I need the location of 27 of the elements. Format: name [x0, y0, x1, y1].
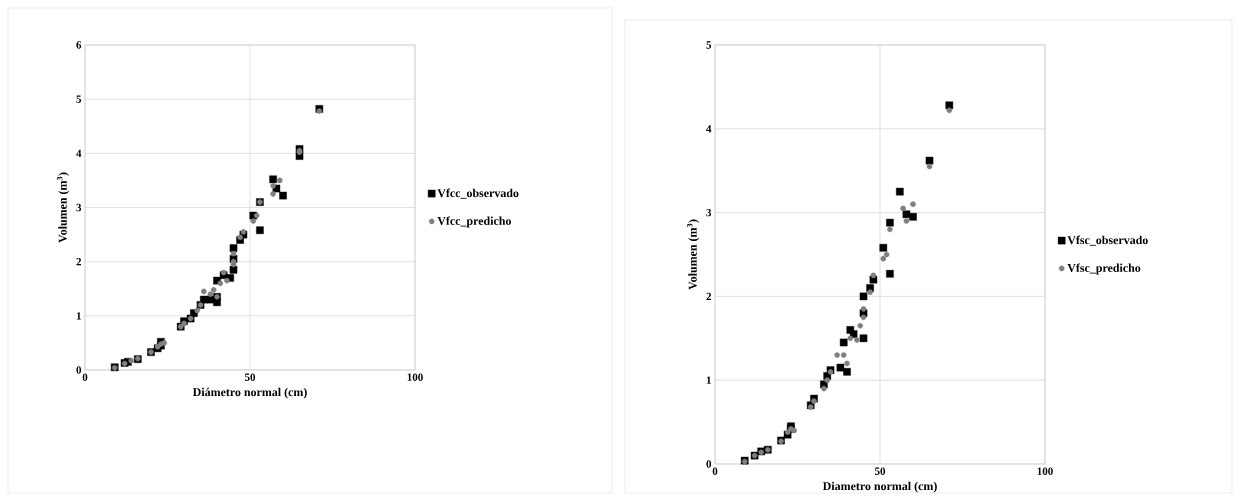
- legend-label: Vfsc_predicho: [1067, 263, 1141, 275]
- x-tick-label: 0: [712, 467, 718, 475]
- y-tick-label: 4: [76, 149, 82, 157]
- y-tick-label: 2: [706, 292, 712, 301]
- y-axis-title: Volumen (m$^{3}$): [57, 172, 70, 243]
- y-tick-label: 0: [706, 460, 712, 468]
- y-tick-label: 1: [76, 312, 81, 320]
- y-tick-label: 3: [706, 208, 712, 217]
- y-tick-label: 5: [76, 95, 82, 103]
- x-tick-label: 50: [874, 467, 886, 475]
- y-tick-label: 5: [706, 41, 712, 49]
- x-tick-label: 50: [244, 373, 256, 381]
- y-tick-label: 1: [706, 376, 711, 384]
- legend-label: Vfcc_predicho: [437, 216, 511, 228]
- y-tick-label: 6: [76, 41, 82, 49]
- x-tick-label: 0: [82, 373, 88, 381]
- x-axis-title: Diámetro normal (cm): [192, 387, 307, 399]
- y-tick-label: 0: [76, 366, 82, 374]
- y-tick-label: 3: [76, 203, 82, 212]
- y-tick-label: 2: [76, 258, 82, 266]
- y-tick-label: 4: [706, 125, 712, 133]
- x-tick-label: 100: [407, 373, 423, 381]
- legend-label: Vfsc_observado: [1067, 235, 1148, 246]
- y-axis-title: Volumen (m$^{3}$): [687, 219, 700, 290]
- legend-label: Vfcc_observado: [437, 188, 519, 199]
- x-axis-title: Diametro normal (cm): [822, 481, 937, 493]
- x-tick-label: 100: [1037, 467, 1053, 475]
